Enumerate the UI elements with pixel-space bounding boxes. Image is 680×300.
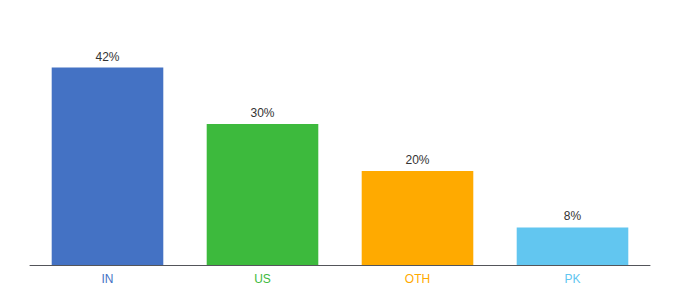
svg-text:US: US (254, 272, 271, 286)
svg-text:PK: PK (564, 272, 580, 286)
svg-text:8%: 8% (564, 209, 582, 223)
svg-text:30%: 30% (250, 106, 274, 120)
svg-text:OTH: OTH (405, 272, 430, 286)
svg-text:20%: 20% (405, 153, 429, 167)
svg-text:42%: 42% (95, 50, 119, 64)
svg-text:IN: IN (102, 272, 114, 286)
